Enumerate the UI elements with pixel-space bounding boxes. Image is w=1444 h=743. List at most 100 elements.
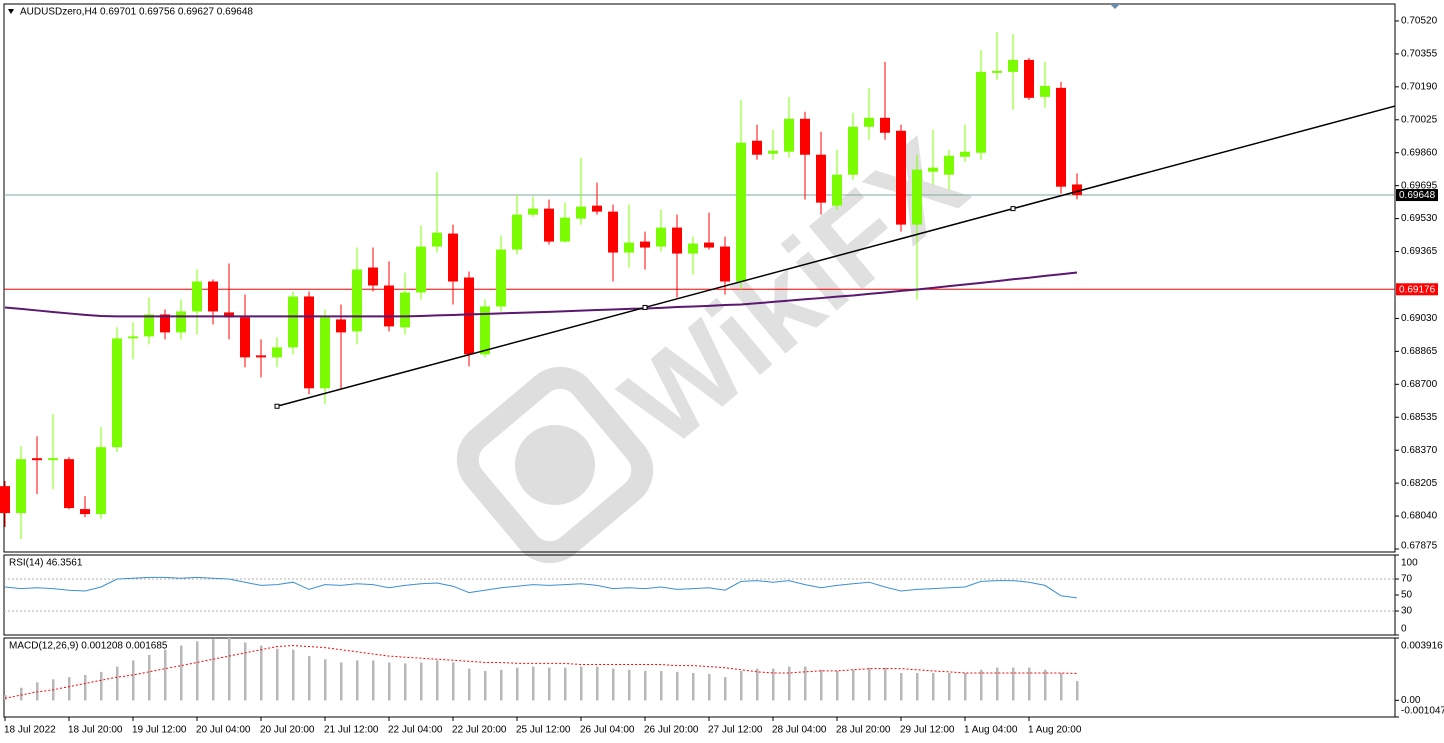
y-tick-label: 0.69695	[1401, 180, 1438, 191]
y-tick-label: 0.68535	[1401, 412, 1438, 423]
macd-bar	[148, 654, 151, 701]
x-tick-label: 22 Jul 20:00	[452, 725, 507, 736]
macd-bar	[324, 659, 327, 701]
candle-body	[64, 459, 74, 509]
candle-body	[544, 208, 554, 242]
y-tick-label: 0.68205	[1401, 478, 1438, 489]
macd-bar	[132, 660, 135, 701]
candle-body	[240, 317, 250, 358]
main-panel	[3, 3, 1396, 553]
candle-body	[208, 281, 218, 312]
candle-body	[752, 140, 762, 155]
candle-body	[336, 319, 346, 333]
macd-bar	[1044, 669, 1047, 701]
macd-bar	[916, 672, 919, 701]
macd-bar	[532, 666, 535, 701]
macd-bar	[500, 669, 503, 701]
macd-bar	[228, 638, 231, 701]
candle-body	[320, 317, 330, 389]
price-label-box	[1396, 283, 1438, 296]
x-tick-label: 28 Jul 04:00	[772, 725, 827, 736]
candle-body	[704, 242, 714, 248]
macd-bar	[20, 687, 23, 701]
macd-bar	[1012, 667, 1015, 701]
candle-body	[688, 243, 698, 254]
macd-bar	[276, 648, 279, 701]
macd-bar	[740, 670, 743, 701]
candle-body	[608, 211, 618, 253]
logo-frame	[456, 366, 654, 564]
candle-body	[896, 130, 906, 225]
candle-body	[160, 314, 170, 333]
candle-body	[848, 126, 858, 175]
macd-bar	[724, 677, 727, 701]
macd-bar	[580, 666, 583, 701]
candle-body	[448, 233, 458, 282]
macd-bar	[116, 666, 119, 701]
macd-bar	[516, 667, 519, 701]
candle-body	[624, 242, 634, 253]
signal-line	[4, 645, 1078, 699]
macd-bar	[356, 660, 359, 701]
candle-body	[864, 117, 874, 127]
y-tick-label: 50	[1401, 590, 1413, 601]
candle-body	[912, 169, 922, 225]
candle-body	[496, 249, 506, 307]
candle-body	[1040, 85, 1050, 97]
macd-bar	[372, 660, 375, 701]
macd-bar	[676, 671, 679, 701]
x-tick-label: 27 Jul 12:00	[708, 725, 763, 736]
watermark-logo	[456, 366, 654, 564]
macd-bar	[788, 666, 791, 701]
candle-body	[16, 459, 26, 514]
candle-body	[960, 151, 970, 157]
macd-bar	[852, 669, 855, 701]
candle-body	[128, 336, 138, 339]
macd-bar	[436, 660, 439, 701]
macd-bar	[756, 668, 759, 701]
y-tick-label: 70	[1401, 574, 1413, 585]
candle-body	[400, 292, 410, 328]
y-tick-label: 0.68370	[1401, 445, 1438, 456]
candle-body	[928, 167, 938, 172]
y-tick-label: 0.70025	[1401, 114, 1438, 125]
x-tick-label: 28 Jul 20:00	[836, 725, 891, 736]
y-tick-label: 0.70520	[1401, 16, 1438, 27]
y-tick-label: 0.67875	[1401, 541, 1438, 552]
candle-body	[112, 338, 122, 448]
y-tick-label: 0.70190	[1401, 81, 1438, 92]
x-tick-label: 19 Jul 12:00	[132, 725, 187, 736]
macd-bar	[948, 672, 951, 701]
candle-body	[144, 314, 154, 337]
candle-body	[880, 117, 890, 133]
trendline-anchor	[274, 403, 280, 409]
logo-mark	[515, 425, 595, 505]
menu-arrow[interactable]	[8, 9, 14, 14]
candle-body	[800, 118, 810, 155]
candle-body	[528, 208, 538, 215]
price-label-box	[1396, 189, 1438, 202]
price-label: 0.69648	[1399, 190, 1436, 201]
macd-bar	[964, 672, 967, 701]
rsi-title: RSI(14) 46.3561	[9, 558, 83, 569]
y-tick-label: 0.69030	[1401, 313, 1438, 324]
macd-bar	[36, 682, 39, 701]
candle-body	[768, 150, 778, 154]
y-tick-label: 0.68700	[1401, 379, 1438, 390]
x-tick-label: 21 Jul 12:00	[324, 725, 379, 736]
y-tick-label: 0.00	[1401, 695, 1421, 706]
candle-body	[384, 285, 394, 327]
macd-bar	[420, 662, 423, 701]
candle-body	[272, 347, 282, 358]
candle-body	[832, 174, 842, 206]
macd-bar	[180, 645, 183, 701]
candle-body	[224, 312, 234, 318]
macd-bar	[244, 642, 247, 701]
candle-body	[0, 486, 10, 514]
y-tick-label: 0.68040	[1401, 511, 1438, 522]
macd-bar	[692, 672, 695, 701]
macd-bar	[836, 670, 839, 701]
x-tick-label: 29 Jul 12:00	[900, 725, 955, 736]
x-tick-label: 22 Jul 04:00	[388, 725, 443, 736]
y-tick-label: 0.70355	[1401, 49, 1438, 60]
